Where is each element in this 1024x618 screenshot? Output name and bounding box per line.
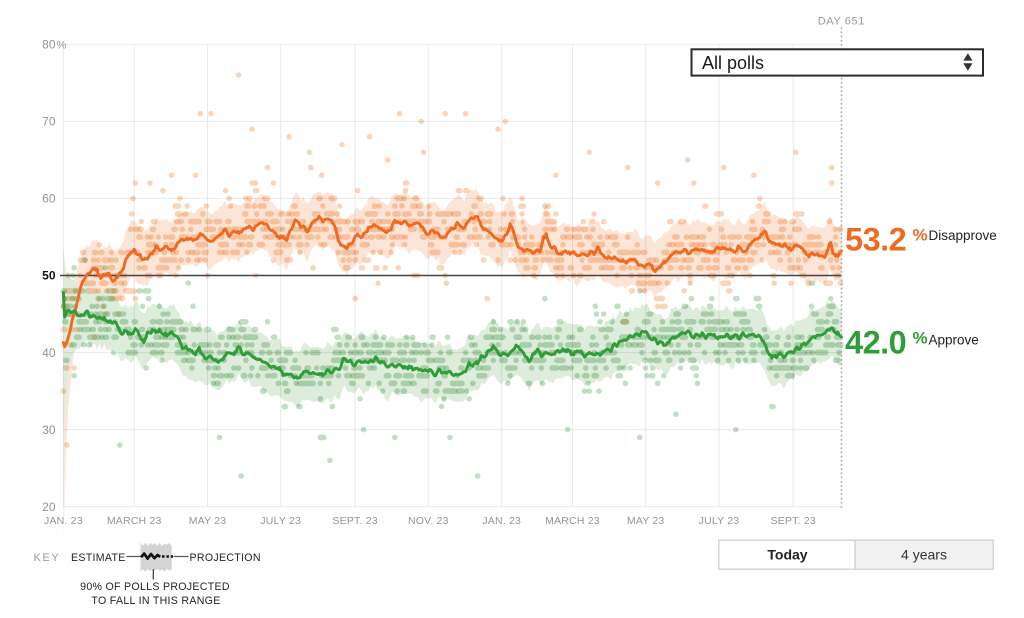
svg-text:All polls: All polls bbox=[702, 53, 764, 73]
svg-text:%: % bbox=[913, 226, 928, 245]
svg-text:%: % bbox=[913, 328, 928, 347]
svg-text:Approve: Approve bbox=[929, 333, 979, 348]
svg-text:MAY 23: MAY 23 bbox=[627, 515, 665, 527]
svg-text:JULY 23: JULY 23 bbox=[260, 515, 301, 527]
svg-text:SEPT. 23: SEPT. 23 bbox=[332, 515, 377, 527]
svg-text:50: 50 bbox=[42, 269, 56, 283]
svg-text:MARCH 23: MARCH 23 bbox=[107, 515, 162, 527]
svg-text:PROJECTION: PROJECTION bbox=[190, 552, 261, 564]
svg-text:KEY: KEY bbox=[34, 552, 61, 564]
svg-text:SEPT. 23: SEPT. 23 bbox=[771, 515, 816, 527]
svg-text:TO FALL IN THIS RANGE: TO FALL IN THIS RANGE bbox=[91, 595, 220, 607]
svg-text:MAY 23: MAY 23 bbox=[189, 515, 227, 527]
svg-text:MARCH 23: MARCH 23 bbox=[545, 515, 600, 527]
svg-text:30: 30 bbox=[42, 423, 56, 437]
svg-text:JAN. 23: JAN. 23 bbox=[44, 515, 83, 527]
svg-text:70: 70 bbox=[42, 115, 56, 129]
svg-text:80: 80 bbox=[42, 38, 56, 52]
svg-text:42.0: 42.0 bbox=[845, 324, 906, 360]
svg-text:4 years: 4 years bbox=[901, 547, 947, 563]
svg-text:90% OF POLLS PROJECTED: 90% OF POLLS PROJECTED bbox=[80, 581, 230, 593]
svg-text:JULY 23: JULY 23 bbox=[699, 515, 740, 527]
svg-text:JAN. 23: JAN. 23 bbox=[482, 515, 521, 527]
svg-text:%: % bbox=[57, 40, 67, 52]
svg-text:ESTIMATE: ESTIMATE bbox=[71, 552, 126, 564]
svg-text:Today: Today bbox=[767, 547, 807, 563]
svg-text:53.2: 53.2 bbox=[845, 222, 906, 258]
svg-text:60: 60 bbox=[42, 192, 56, 206]
svg-text:DAY 651: DAY 651 bbox=[818, 16, 865, 28]
svg-text:Disapprove: Disapprove bbox=[929, 228, 997, 243]
svg-text:20: 20 bbox=[42, 500, 56, 514]
svg-text:40: 40 bbox=[42, 346, 56, 360]
svg-text:NOV. 23: NOV. 23 bbox=[408, 515, 449, 527]
